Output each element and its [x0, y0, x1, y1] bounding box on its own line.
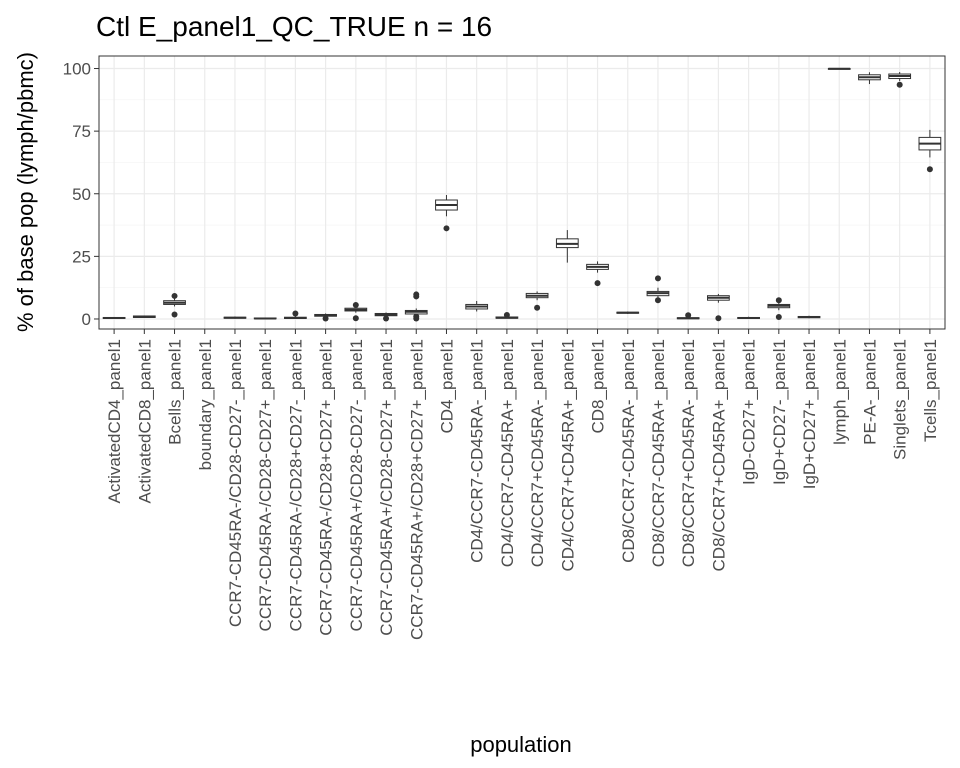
x-tick-label: ActivatedCD4_panel1 [105, 339, 124, 503]
x-tick-label: IgD-CD27+_panel1 [740, 339, 759, 485]
x-tick-label: CD8/CCR7+CD45RA+_panel1 [709, 339, 728, 571]
box-5 [253, 317, 277, 320]
outlier-point [926, 166, 933, 173]
box-19 [676, 312, 700, 320]
x-axis: ActivatedCD4_panel1 ActivatedCD8_panel1 Bc… [105, 329, 940, 640]
box-0 [102, 316, 126, 319]
outlier-point [775, 313, 782, 320]
x-tick-label: CCR7-CD45RA-/CD28-CD27+_panel1 [256, 339, 275, 631]
x-tick-label: lymph_panel1 [830, 339, 849, 445]
x-tick-label: IgD+CD27-_panel1 [770, 339, 789, 485]
box-11 [435, 195, 458, 232]
box-4 [223, 316, 247, 319]
plot-panel-background [99, 56, 945, 329]
x-tick-label: boundary_panel1 [196, 339, 215, 470]
x-tick-label: CCR7-CD45RA-/CD28-CD27-_panel1 [226, 339, 245, 627]
box-7 [314, 313, 337, 322]
x-tick-label: ActivatedCD8_panel1 [135, 339, 154, 503]
outlier-point [534, 304, 541, 311]
x-tick-label: CD4/CCR7-CD45RA+_panel1 [498, 339, 517, 567]
box-2 [163, 292, 186, 318]
box-6 [284, 310, 307, 319]
outlier-point [775, 297, 782, 304]
x-tick-label: CCR7-CD45RA-/CD28+CD27-_panel1 [286, 339, 305, 631]
chart-title: Ctl E_panel1_QC_TRUE n = 16 [96, 11, 492, 42]
x-tick-label: CD8/CCR7-CD45RA-_panel1 [619, 339, 638, 563]
x-tick-label: IgD+CD27+_panel1 [800, 339, 819, 489]
grid [99, 56, 945, 329]
outlier-point [413, 315, 420, 322]
outlier-point [443, 225, 450, 232]
x-tick-label: Bcells_panel1 [166, 339, 185, 445]
box-20 [707, 293, 730, 322]
box-17 [616, 311, 640, 314]
box-9 [374, 312, 398, 322]
outlier-point [352, 301, 359, 308]
outlier-point [503, 311, 510, 318]
y-tick-label: 75 [72, 122, 91, 141]
y-tick-label: 0 [82, 310, 91, 329]
outlier-point [413, 293, 420, 300]
outlier-point [715, 315, 722, 322]
box-14 [525, 291, 549, 311]
box-21 [737, 316, 760, 319]
box-12 [465, 300, 489, 312]
box-1 [132, 315, 156, 318]
outlier-point [685, 312, 692, 319]
x-tick-label: CD4/CCR7+CD45RA-_panel1 [528, 339, 547, 567]
outlier-point [896, 81, 903, 88]
x-tick-label: CD4/CCR7-CD45RA-_panel1 [468, 339, 487, 563]
x-tick-label: CD8/CCR7+CD45RA-_panel1 [679, 339, 698, 567]
x-tick-label: CCR7-CD45RA+/CD28+CD27+_panel1 [407, 339, 426, 640]
plot-panel-border [98, 55, 946, 330]
x-tick-label: CCR7-CD45RA+/CD28-CD27-_panel1 [347, 339, 366, 631]
x-tick-label: CD8/CCR7-CD45RA+_panel1 [649, 339, 668, 567]
x-tick-label: CCR7-CD45RA+/CD28-CD27+_panel1 [377, 339, 396, 636]
box-23 [797, 315, 821, 319]
box-10 [404, 291, 428, 322]
box-18 [646, 275, 670, 304]
outlier-point [594, 280, 601, 287]
box-24 [827, 67, 851, 70]
box-16 [586, 261, 609, 287]
outlier-point [383, 315, 390, 322]
x-tick-label: Tcells_panel1 [921, 339, 940, 442]
box-25 [858, 72, 881, 85]
y-axis-title: % of base pop (lymph/pbmc) [13, 52, 38, 332]
outlier-point [352, 315, 359, 322]
x-tick-label: CD4_panel1 [437, 339, 456, 434]
outlier-point [654, 275, 661, 282]
y-tick-label: 25 [72, 247, 91, 266]
y-tick-label: 50 [72, 185, 91, 204]
x-tick-label: CCR7-CD45RA-/CD28+CD27+_panel1 [317, 339, 336, 636]
outlier-point [654, 297, 661, 304]
y-tick-label: 100 [63, 60, 91, 79]
box-27 [918, 129, 942, 173]
outlier-point [171, 292, 178, 299]
x-tick-label: CD8_panel1 [589, 339, 608, 434]
outlier-point [171, 311, 178, 318]
box-13 [495, 311, 519, 319]
box-8 [344, 301, 368, 322]
x-axis-title: population [470, 732, 572, 757]
x-tick-label: CD4/CCR7+CD45RA+_panel1 [558, 339, 577, 571]
outlier-point [292, 310, 299, 317]
outlier-point [322, 315, 329, 322]
boxes [102, 67, 942, 322]
box-15 [555, 230, 579, 263]
y-axis: 0 25 50 75 100 [63, 60, 99, 329]
x-tick-label: PE-A-_panel1 [860, 339, 879, 445]
box-22 [767, 297, 791, 320]
x-tick-label: Singlets_panel1 [891, 339, 910, 460]
box-26 [888, 72, 912, 88]
